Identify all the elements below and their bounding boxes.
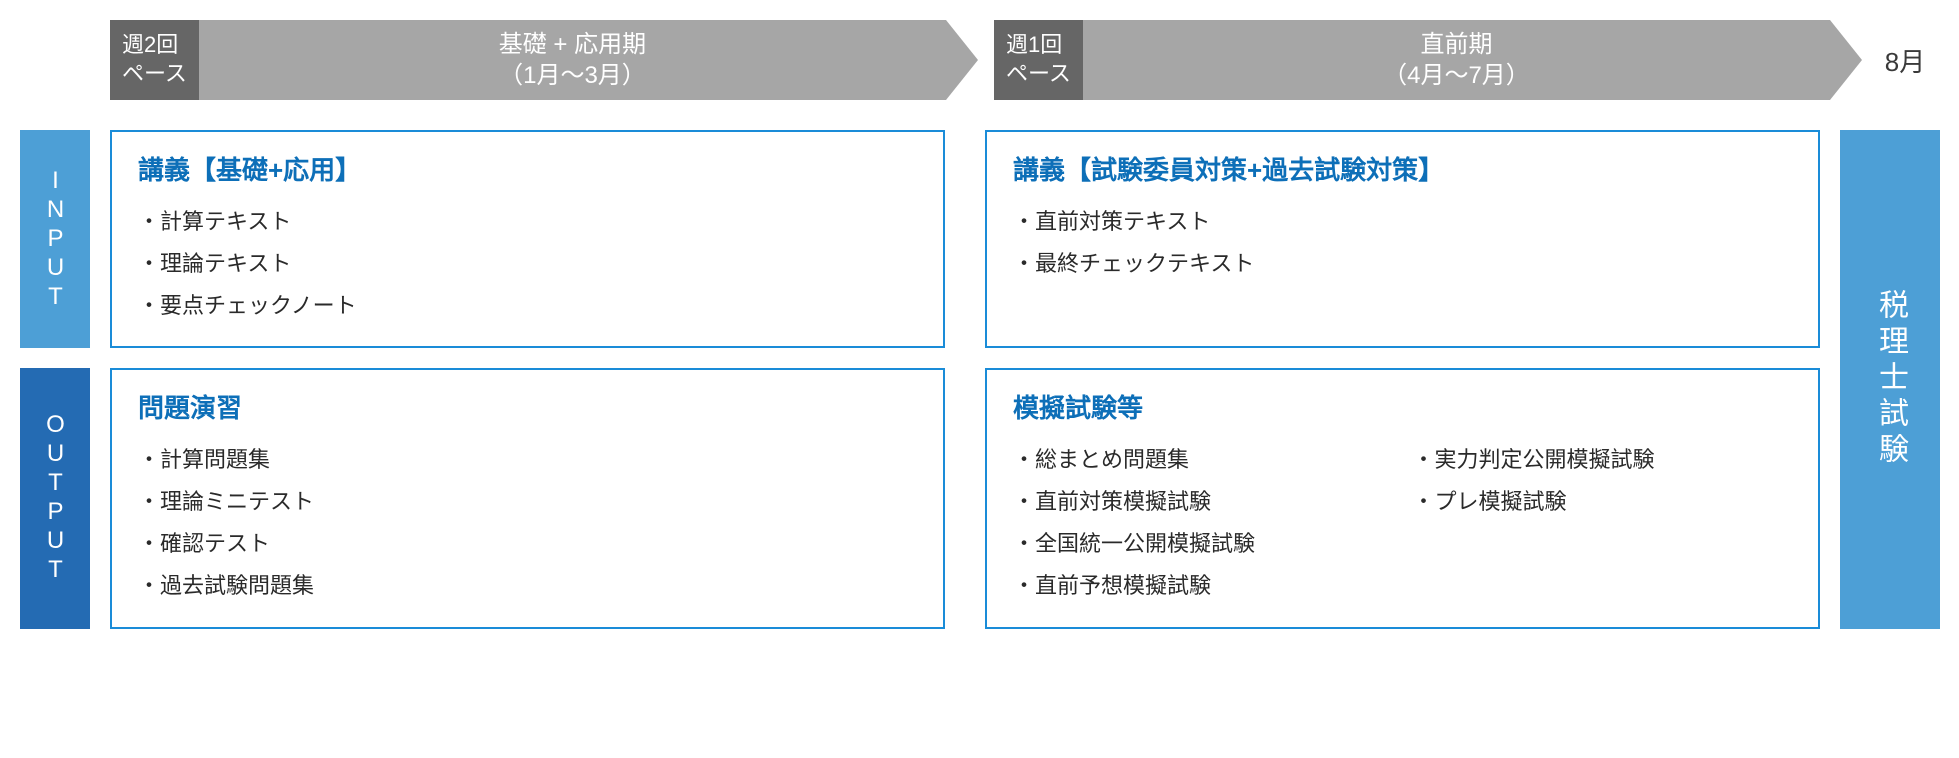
list-item: ・全国統一公開模擬試験: [1013, 523, 1393, 565]
pace1-line1: 週2回: [122, 31, 187, 60]
phase-arrow-1: 基礎 + 応用期 （1月～3月）: [199, 20, 946, 100]
list-item: ・実力判定公開模擬試験: [1413, 439, 1793, 481]
list-item: ・計算テキスト: [138, 201, 917, 243]
phase1-title: 基礎 + 応用期: [499, 29, 646, 60]
pace2-line1: 週1回: [1006, 31, 1071, 60]
list-item: ・総まとめ問題集: [1013, 439, 1393, 481]
timeline-row: 週2回 ペース 基礎 + 応用期 （1月～3月） 週1回 ペース 直前期 （4月…: [110, 20, 1940, 100]
pace2-line2: ペース: [1006, 60, 1071, 89]
pace1-line2: ペース: [122, 60, 187, 89]
box-input-phase1-items: ・計算テキスト・理論テキスト・要点チェックノート: [138, 201, 917, 326]
list-item: ・計算問題集: [138, 439, 917, 481]
box-output-phase2-items: ・総まとめ問題集・直前対策模擬試験・全国統一公開模擬試験・直前予想模擬試験 ・実…: [1013, 439, 1792, 606]
phase-arrow-2: 直前期 （4月～7月）: [1083, 20, 1830, 100]
side-label-input-text: INPUT: [41, 167, 69, 312]
list-item: ・プレ模擬試験: [1413, 481, 1793, 523]
box-input-phase1: 講義【基礎+応用】 ・計算テキスト・理論テキスト・要点チェックノート: [110, 130, 945, 348]
curriculum-diagram: 週2回 ペース 基礎 + 応用期 （1月～3月） 週1回 ペース 直前期 （4月…: [20, 20, 1940, 629]
list-item: ・理論テキスト: [138, 243, 917, 285]
list-item: ・要点チェックノート: [138, 285, 917, 327]
pace-box-phase2: 週1回 ペース: [994, 20, 1083, 100]
list-item: ・過去試験問題集: [138, 565, 917, 607]
final-month-label: 8月: [1870, 20, 1940, 100]
exam-box: 税理士試験: [1840, 130, 1940, 629]
list-item: ・確認テスト: [138, 523, 917, 565]
box-output-phase2-col1: ・総まとめ問題集・直前対策模擬試験・全国統一公開模擬試験・直前予想模擬試験: [1013, 439, 1393, 606]
box-output-phase2-title: 模擬試験等: [1013, 388, 1792, 425]
phase2-title: 直前期: [1420, 29, 1492, 60]
box-output-phase1: 問題演習 ・計算問題集・理論ミニテスト・確認テスト・過去試験問題集: [110, 368, 945, 628]
list-item: ・直前対策模擬試験: [1013, 481, 1393, 523]
box-output-phase2: 模擬試験等 ・総まとめ問題集・直前対策模擬試験・全国統一公開模擬試験・直前予想模…: [985, 368, 1820, 628]
side-label-output: OUTPUT: [20, 368, 90, 628]
box-output-phase1-title: 問題演習: [138, 388, 917, 425]
exam-label: 税理士試験: [1868, 289, 1912, 469]
side-label-output-text: OUTPUT: [41, 411, 69, 585]
box-input-phase2-items: ・直前対策テキスト・最終チェックテキスト: [1013, 201, 1792, 285]
box-input-phase2: 講義【試験委員対策+過去試験対策】 ・直前対策テキスト・最終チェックテキスト: [985, 130, 1820, 348]
pace-box-phase1: 週2回 ペース: [110, 20, 199, 100]
box-output-phase1-items: ・計算問題集・理論ミニテスト・確認テスト・過去試験問題集: [138, 439, 917, 606]
box-input-phase2-title: 講義【試験委員対策+過去試験対策】: [1013, 150, 1792, 187]
phase2-range: （4月～7月）: [1383, 60, 1530, 91]
list-item: ・最終チェックテキスト: [1013, 243, 1792, 285]
list-item: ・直前対策テキスト: [1013, 201, 1792, 243]
box-output-phase2-col2: ・実力判定公開模擬試験・プレ模擬試験: [1413, 439, 1793, 606]
list-item: ・理論ミニテスト: [138, 481, 917, 523]
main-grid: INPUT 講義【基礎+応用】 ・計算テキスト・理論テキスト・要点チェックノート…: [20, 130, 1940, 629]
list-item: ・直前予想模擬試験: [1013, 565, 1393, 607]
box-input-phase1-title: 講義【基礎+応用】: [138, 150, 917, 187]
side-label-input: INPUT: [20, 130, 90, 348]
phase1-range: （1月～3月）: [499, 60, 646, 91]
